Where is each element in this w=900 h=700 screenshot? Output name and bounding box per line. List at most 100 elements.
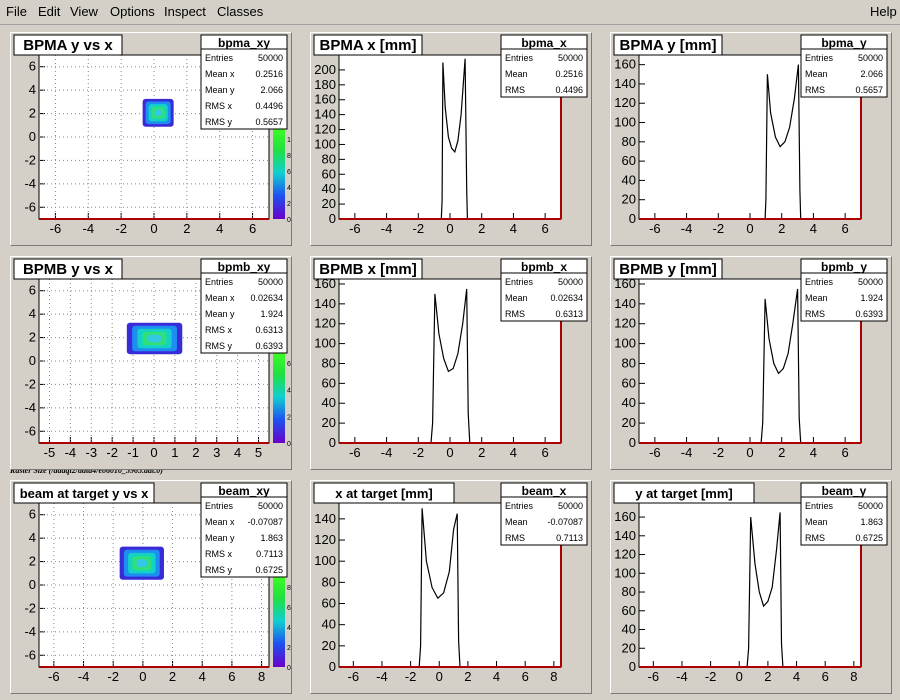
x-tick-label: 2 [778,221,785,236]
pad-beam-y[interactable]: -6 -4 -2 0 2 4 6 8 0 20 40 60 80 100 120 140 160 y at tar… [610,480,892,694]
menu-options[interactable]: Options [110,4,155,19]
pad-bpmb-x[interactable]: -6 -4 -2 0 2 4 6 0 20 40 60 80 100 120 140 160 BPMB x [m… [310,256,592,470]
x-tick-label: 2 [183,221,190,236]
y-tick-label: 20 [622,640,636,655]
pad-beam-x[interactable]: -6 -4 -2 0 2 4 6 8 0 20 40 60 80 100 120 140 x at target… [310,480,592,694]
y-tick-label: 40 [322,181,336,196]
x-tick-label: 2 [464,669,471,684]
pad-title: y at target [mm] [635,486,733,501]
x-tick-label: 6 [522,669,529,684]
y-tick-label: 60 [322,166,336,181]
menu-inspect[interactable]: Inspect [164,4,206,19]
stats-label: RMS [505,309,525,319]
y-tick-label: 120 [314,316,336,331]
y-tick-label: 40 [622,622,636,637]
stats-label: Entries [205,501,234,511]
y-tick-label: 0 [29,129,36,144]
y-tick-label: 40 [622,395,636,410]
y-tick-label: 0 [629,211,636,226]
histogram-line [418,508,461,668]
pad-bpma-y[interactable]: -6 -4 -2 0 2 4 6 0 20 40 60 80 100 120 140 160 BPMA y [m… [610,32,892,246]
stats-name: bpma_y [821,36,867,50]
y-tick-label: 0 [629,435,636,450]
pad-bpmb-y[interactable]: -6 -4 -2 0 2 4 6 0 20 40 60 80 100 120 140 160 BPMB y [m… [610,256,892,470]
x-tick-label: 0 [746,221,753,236]
y-tick-label: 60 [322,375,336,390]
menu-classes[interactable]: Classes [217,4,264,19]
y-tick-label: -4 [24,400,36,415]
stats-value: 50000 [858,501,883,511]
menu-file[interactable]: File [6,4,27,19]
y-tick-label: 180 [314,77,336,92]
title-box [13,34,123,56]
y-tick-label: 140 [314,107,336,122]
stats-name: bpmb_y [821,260,867,274]
y-tick-label: 4 [29,82,36,97]
x-tick-label: 6 [822,669,829,684]
z-tick-label: 40 [287,185,291,192]
stats-box [500,34,588,98]
pad-title: BPMA y [mm] [620,37,717,54]
menu-edit[interactable]: Edit [38,4,61,19]
stats-label: RMS y [205,565,233,575]
x-tick-label: 2 [764,669,771,684]
x-tick-label: -4 [65,445,77,460]
stats-label: RMS x [205,101,233,111]
x-tick-label: 6 [228,669,235,684]
y-tick-label: 4 [29,530,36,545]
y-tick-label: 100 [314,136,336,151]
stats-value: 50000 [558,501,583,511]
title-box [313,482,455,504]
x-tick-label: -2 [405,669,417,684]
stats-label: RMS [505,533,525,543]
pad-bpma-x[interactable]: -6 -4 -2 0 2 4 6 0 20 40 60 80 100 120 140 160 180 200 BPM… [310,32,592,246]
pad-title: x at target [mm] [335,486,433,501]
stats-value: 0.6393 [255,341,283,351]
stats-label: Mean y [205,85,235,95]
menu-help[interactable]: Help [870,4,897,19]
x-tick-label: 6 [542,445,549,460]
y-tick-label: 100 [614,115,636,130]
stats-value: 0.6393 [855,309,883,319]
menu-view[interactable]: View [70,4,98,19]
stats-value: 2.066 [860,69,883,79]
title-box [313,258,423,280]
stats-value: 50000 [858,53,883,63]
stats-label: RMS y [205,341,233,351]
y-tick-label: 0 [29,577,36,592]
y-tick-label: 120 [614,316,636,331]
stats-value: 0.4496 [255,101,283,111]
stats-name: bpmb_x [521,260,567,274]
stats-box [800,258,888,322]
y-tick-label: 2 [29,106,36,121]
plot-svg: -6 -4 -2 0 2 4 6020406080100120140160180200BPM… [313,34,588,236]
y-tick-label: -6 [24,199,36,214]
x-tick-label: 2 [192,445,199,460]
x-tick-label: 0 [150,221,157,236]
y-tick-label: 100 [314,553,336,568]
stats-value: 50000 [258,501,283,511]
stats-value: 1.863 [260,533,283,543]
stats-name: bpma_x [521,36,567,50]
y-tick-label: 200 [314,62,336,77]
y-tick-label: 160 [314,92,336,107]
y-tick-label: 80 [622,584,636,599]
x-tick-label: -6 [649,445,661,460]
x-tick-label: 0 [746,445,753,460]
x-tick-label: 0 [436,669,443,684]
y-tick-label: 80 [322,151,336,166]
stats-box [200,258,288,354]
menu-bar: File Edit View Options Inspect Classes H… [0,0,900,25]
y-tick-label: -2 [24,376,36,391]
stats-box [500,258,588,322]
pad-title: BPMA x [mm] [320,37,417,54]
z-tick-label: 60 [287,605,291,612]
y-tick-label: 140 [614,296,636,311]
x-tick-label: -4 [381,221,393,236]
